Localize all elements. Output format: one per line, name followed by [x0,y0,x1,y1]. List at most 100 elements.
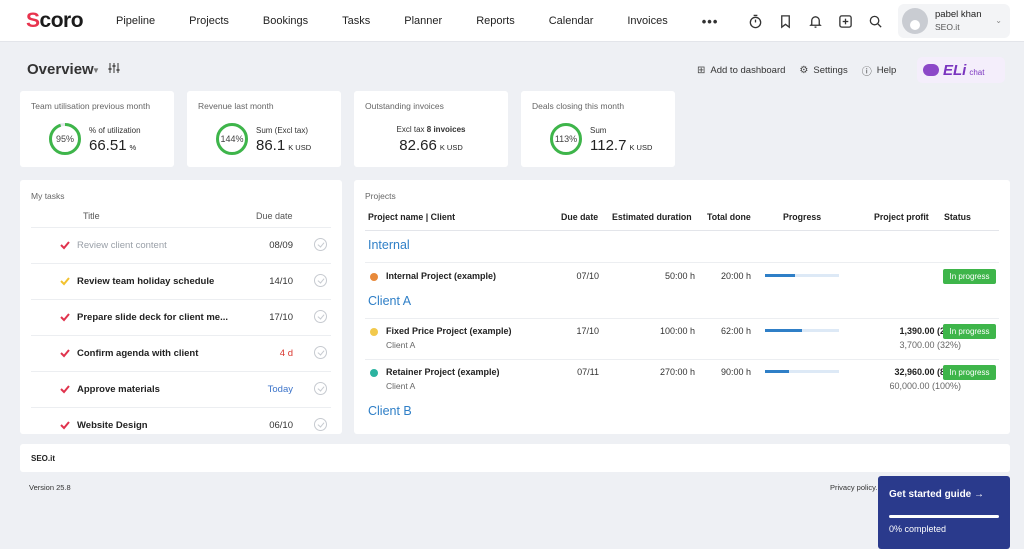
ring-percent: 95% [55,134,74,144]
column-header-due-date[interactable]: Due date [561,212,599,222]
nav-projects[interactable]: Projects [189,15,229,27]
table-row[interactable]: Review client content 08/09 [31,227,331,263]
bookmark-icon[interactable] [770,10,800,32]
check-icon [60,349,70,358]
column-header-status[interactable]: Status [944,212,971,222]
kpi-value: 86.1 K USD [256,137,311,154]
kpi-number: 112.7 [590,137,627,154]
project-name[interactable]: Retainer Project (example) [386,367,500,377]
check-icon [60,277,70,286]
table-row[interactable]: Confirm agenda with client 4 d [31,335,331,371]
footer-org: SEO.it [31,454,56,463]
gear-icon: ⚙ [799,65,809,76]
task-title[interactable]: Review team holiday schedule [77,276,215,287]
get-started-guide-widget[interactable]: Get started guide → 0% completed [878,476,1010,549]
nav-calendar[interactable]: Calendar [548,15,594,27]
scoro-logo[interactable]: Scoro [26,9,84,33]
project-client[interactable]: Client A [386,340,416,350]
settings-button[interactable]: ⚙ Settings [799,65,847,76]
project-profit-planned: 3,700.00 (32%) [899,340,961,350]
status-badge[interactable]: In progress [943,365,996,380]
nav-invoices[interactable]: Invoices [627,15,668,27]
table-row[interactable]: Internal Project (example) 07/10 50:00 h 20… [365,262,999,290]
project-group-header[interactable]: Internal [368,238,410,252]
project-group-header[interactable]: Client A [368,294,412,308]
nav-planner[interactable]: Planner [404,15,443,27]
task-title[interactable]: Website Design [77,420,148,431]
table-row[interactable]: Retainer Project (example) Client A 07/11 2… [365,359,999,400]
timer-icon[interactable] [740,10,770,32]
project-progress-bar [765,329,839,332]
eli-chat-button[interactable]: ELi chat [917,57,1005,83]
user-menu[interactable]: pabel khan SEO.it ⌄ [898,4,1010,38]
progress-ring [49,123,81,155]
kpi-number: 86.1 [256,137,286,154]
column-header-title[interactable]: Title [83,211,100,221]
table-row[interactable]: Prepare slide deck for client me... 17/10 [31,299,331,335]
column-header-progress[interactable]: Progress [783,212,822,222]
nav-pipeline[interactable]: Pipeline [116,15,156,27]
caret-down-icon[interactable]: ▼ [92,66,100,75]
get-started-progress-bar [889,515,999,518]
table-row[interactable]: Fixed Price Project (example) Client A 17/… [365,318,999,359]
kpi-outstanding-invoices[interactable]: Outstanding invoices Excl tax 8 invoices… [354,91,508,167]
task-title[interactable]: Review client content [77,240,167,251]
bell-icon[interactable] [800,10,830,32]
project-client[interactable]: Client A [386,381,416,391]
add-to-dashboard-button[interactable]: ⊞ Add to dashboard [697,65,785,76]
kpi-value: 82.66 K USD [354,137,508,154]
table-row[interactable]: Website Design 06/10 [31,407,331,434]
help-button[interactable]: ⓘ Help [862,63,897,78]
table-row[interactable]: Approve materials Today [31,371,331,407]
project-due-date: 07/11 [577,367,599,377]
plus-square-icon[interactable] [830,10,860,32]
task-title[interactable]: Approve materials [77,384,160,395]
nav-more-button[interactable]: ••• [701,13,719,29]
eli-chat-label: chat [969,67,985,77]
footer-bar: SEO.it [20,444,1010,472]
kpi-revenue[interactable]: Revenue last month 144% Sum (Excl tax) 8… [187,91,341,167]
project-name[interactable]: Fixed Price Project (example) [386,326,512,336]
page-title[interactable]: Overview [27,61,94,78]
column-header-project-profit[interactable]: Project profit [874,212,929,222]
column-header-estimated-duration[interactable]: Estimated duration [612,212,692,222]
get-started-title[interactable]: Get started guide → [889,489,985,500]
top-icons [740,0,890,42]
nav-tasks[interactable]: Tasks [342,15,371,27]
table-row[interactable]: Review team holiday schedule 14/10 [31,263,331,299]
privacy-policy-link[interactable]: Privacy policy. [830,483,878,492]
search-icon[interactable] [860,10,890,32]
project-name[interactable]: Internal Project (example) [386,271,497,281]
kpi-value: 112.7 K USD [590,137,652,154]
project-icon [370,273,378,281]
complete-task-checkbox[interactable] [314,418,327,431]
top-bar: Scoro Pipeline Projects Bookings Tasks P… [0,0,1024,42]
kpi-unit: K USD [288,143,312,152]
project-progress-bar [765,370,839,373]
status-badge[interactable]: In progress [943,269,996,284]
project-group-header[interactable]: Client B [368,404,412,418]
column-header-due-date[interactable]: Due date [256,211,293,221]
task-title[interactable]: Prepare slide deck for client me... [77,312,229,323]
settings-label: Settings [813,65,848,76]
progress-ring [216,123,248,155]
complete-task-checkbox[interactable] [314,274,327,287]
status-badge[interactable]: In progress [943,324,996,339]
filter-sliders-icon[interactable] [107,62,121,77]
column-header-total-done[interactable]: Total done [707,212,751,222]
kpi-deals-closing[interactable]: Deals closing this month 113% Sum 112.7 K… [521,91,675,167]
column-header-project-name[interactable]: Project name | Client [368,212,456,222]
kpi-utilisation[interactable]: Team utilisation previous month 95% % of… [20,91,174,167]
kpi-title: Revenue last month [198,101,274,111]
kpi-title: Team utilisation previous month [31,101,151,111]
task-due-date: Today [267,384,293,395]
task-title[interactable]: Confirm agenda with client [77,348,199,359]
task-due-date: 14/10 [269,276,293,287]
complete-task-checkbox[interactable] [314,346,327,359]
complete-task-checkbox[interactable] [314,310,327,323]
complete-task-checkbox[interactable] [314,382,327,395]
nav-bookings[interactable]: Bookings [262,15,309,27]
complete-task-checkbox[interactable] [314,238,327,251]
project-total-done: 20:00 h [720,271,751,281]
nav-reports[interactable]: Reports [476,15,515,27]
